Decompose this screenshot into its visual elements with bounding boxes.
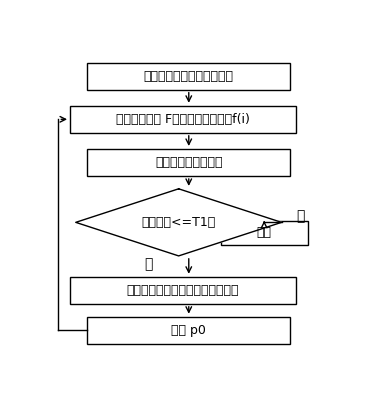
Bar xyxy=(88,63,290,90)
Text: 获取负荷信息、限负荷信息: 获取负荷信息、限负荷信息 xyxy=(144,70,234,83)
Bar xyxy=(88,317,290,344)
Text: 计算负荷控制函数值: 计算负荷控制函数值 xyxy=(155,156,223,169)
Text: 结束: 结束 xyxy=(257,226,272,239)
Polygon shape xyxy=(76,189,282,256)
Text: 当前时刻<=T1？: 当前时刻<=T1？ xyxy=(141,216,216,229)
Bar xyxy=(70,106,296,133)
Text: 修正 p0: 修正 p0 xyxy=(171,324,206,337)
Text: 是: 是 xyxy=(144,257,152,271)
Text: 负荷归入集合 F，计算控制函数值f(i): 负荷归入集合 F，计算控制函数值f(i) xyxy=(116,113,250,126)
Text: 对负荷控制函数值最小的负荷控制: 对负荷控制函数值最小的负荷控制 xyxy=(127,284,239,297)
Bar xyxy=(88,149,290,176)
Text: 否: 否 xyxy=(296,210,304,224)
Bar xyxy=(221,221,307,245)
Bar xyxy=(70,277,296,304)
